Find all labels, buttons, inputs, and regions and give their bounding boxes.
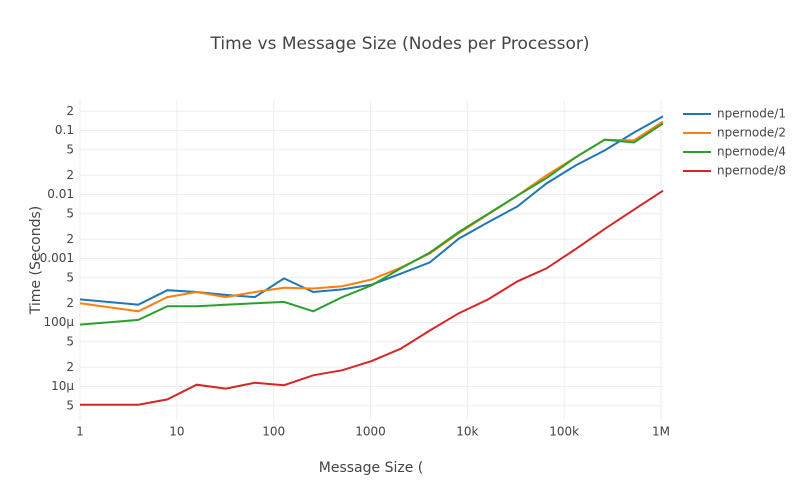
y-tick-label: 10μ xyxy=(51,379,74,393)
x-axis-title: Message Size ( xyxy=(319,460,423,476)
y-tick-label: 2 xyxy=(66,168,74,182)
y-tick-label: 2 xyxy=(66,232,74,246)
chart-title: Time vs Message Size (Nodes per Processo… xyxy=(210,34,590,54)
y-tick-label: 5 xyxy=(66,334,74,348)
y-axis-title: Time (Seconds) xyxy=(28,206,44,315)
y-tick-label: 5 xyxy=(66,142,74,156)
y-tick-label: 2 xyxy=(66,104,74,118)
legend-item: npernode/8 xyxy=(683,164,786,178)
legend-label: npernode/8 xyxy=(717,164,786,178)
y-tick-label: 5 xyxy=(66,398,74,412)
y-tick-label: 0.1 xyxy=(55,123,74,137)
legend-item: npernode/2 xyxy=(683,126,786,140)
series-line xyxy=(80,189,664,406)
x-tick-label: 1M xyxy=(652,425,670,439)
x-tick-label: 1000 xyxy=(355,425,386,439)
series-line xyxy=(79,115,664,306)
legend-label: npernode/4 xyxy=(717,145,786,159)
y-tick-label: 0.01 xyxy=(47,187,74,201)
y-tick-label: 2 xyxy=(66,296,74,310)
y-tick-label: 2 xyxy=(66,360,74,374)
legend-item: npernode/4 xyxy=(683,145,786,159)
legend-item: npernode/1 xyxy=(683,107,786,121)
y-tick-label: 5 xyxy=(66,270,74,284)
series-line xyxy=(79,122,664,326)
y-tick-label: 5 xyxy=(66,206,74,220)
x-tick-label: 1 xyxy=(76,425,84,439)
x-tick-label: 100 xyxy=(262,425,285,439)
x-tick-label: 10 xyxy=(169,425,184,439)
x-tick-label: 10k xyxy=(456,425,478,439)
y-tick-label: 100μ xyxy=(43,315,74,329)
y-tick-label: 0.001 xyxy=(40,251,74,265)
x-tick-label: 100k xyxy=(549,425,579,439)
legend-label: npernode/2 xyxy=(717,126,786,140)
legend-label: npernode/1 xyxy=(717,107,786,121)
